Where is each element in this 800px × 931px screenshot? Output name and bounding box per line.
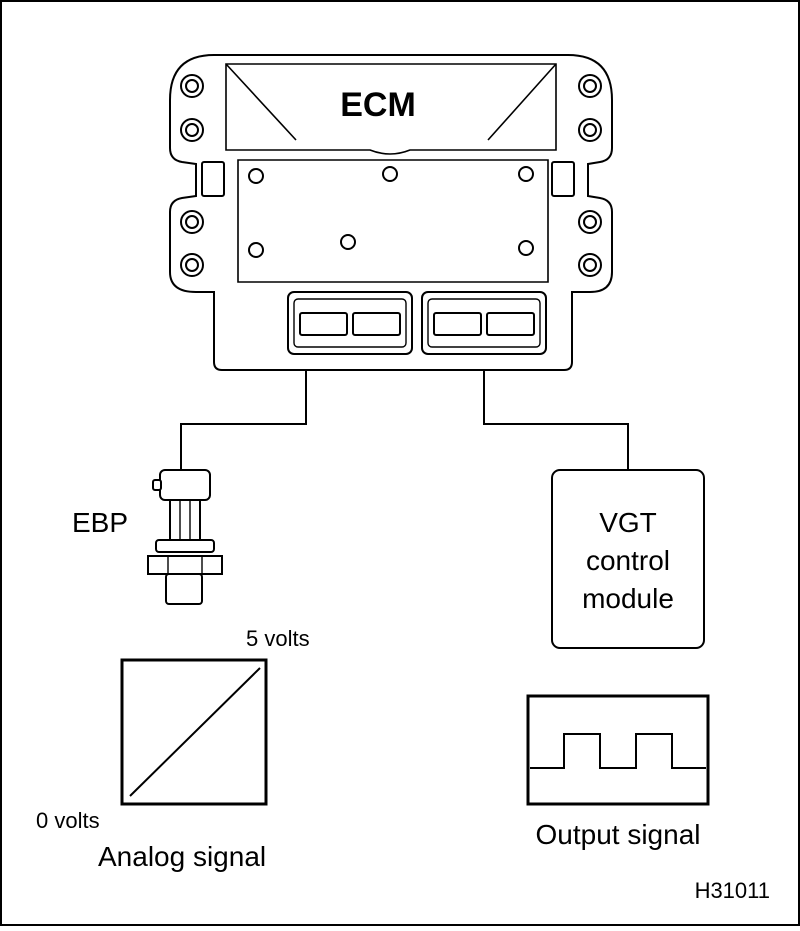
sensor-thread	[165, 573, 203, 605]
analog-ramp-line	[129, 667, 261, 797]
ecm-bevel-left	[225, 63, 297, 141]
ebp-sensor	[147, 469, 223, 605]
ecm-unit	[169, 54, 613, 371]
ecm-label: ECM	[340, 86, 416, 124]
wire-ecm-to-ebp	[180, 370, 307, 478]
panel-bolt	[518, 240, 534, 256]
sensor-connector-body	[159, 469, 211, 501]
ecm-lower-plate	[237, 159, 549, 283]
connector-pin-block	[433, 312, 482, 336]
panel-bolt	[248, 168, 264, 184]
vgt-module-label-line1: VGT	[599, 507, 657, 538]
mount-hole	[578, 210, 602, 234]
sensor-neck	[169, 499, 201, 541]
output-signal-caption: Output signal	[536, 819, 701, 850]
panel-bolt	[248, 242, 264, 258]
ecm-housing	[169, 54, 613, 371]
mount-hole	[185, 258, 199, 272]
ecm-connector-right-inner	[427, 298, 541, 348]
connector-pin-block	[299, 312, 348, 336]
ecm-connector-right	[421, 291, 547, 355]
analog-signal-box	[120, 658, 268, 806]
mount-hole	[180, 253, 204, 277]
side-slot	[201, 161, 225, 197]
mount-hole	[583, 123, 597, 137]
sensor-hex-nut	[147, 555, 223, 575]
analog-signal-caption: Analog signal	[98, 841, 266, 872]
connector-pin-block	[486, 312, 535, 336]
mount-hole	[578, 74, 602, 98]
mount-hole	[180, 210, 204, 234]
mount-hole	[578, 253, 602, 277]
sensor-collar	[155, 539, 215, 553]
analog-min-label: 0 volts	[36, 808, 100, 833]
output-square-wave	[530, 733, 706, 769]
ecm-bevel-right	[487, 63, 557, 141]
mount-hole	[185, 123, 199, 137]
ecm-inner-panel	[225, 63, 557, 155]
wire-ecm-to-vgt	[483, 370, 629, 470]
mount-hole	[185, 215, 199, 229]
mount-hole	[180, 74, 204, 98]
mount-hole	[583, 215, 597, 229]
side-slot	[551, 161, 575, 197]
ecm-connector-left	[287, 291, 413, 355]
ebp-label: EBP	[72, 507, 128, 538]
output-signal-box	[526, 694, 710, 806]
vgt-control-module	[551, 469, 705, 649]
vgt-module-label-line3: module	[582, 583, 674, 614]
ecm-connector-left-inner	[293, 298, 407, 348]
mount-hole	[583, 258, 597, 272]
panel-bolt	[382, 166, 398, 182]
mount-hole	[185, 79, 199, 93]
vgt-module-label-line2: control	[586, 545, 670, 576]
analog-max-label: 5 volts	[246, 626, 310, 651]
connector-pin-block	[352, 312, 401, 336]
mount-hole	[583, 79, 597, 93]
mount-hole	[578, 118, 602, 142]
panel-bolt	[518, 166, 534, 182]
sensor-latch	[152, 479, 162, 491]
mount-hole	[180, 118, 204, 142]
figure-id: H31011	[695, 878, 770, 903]
panel-bolt	[340, 234, 356, 250]
